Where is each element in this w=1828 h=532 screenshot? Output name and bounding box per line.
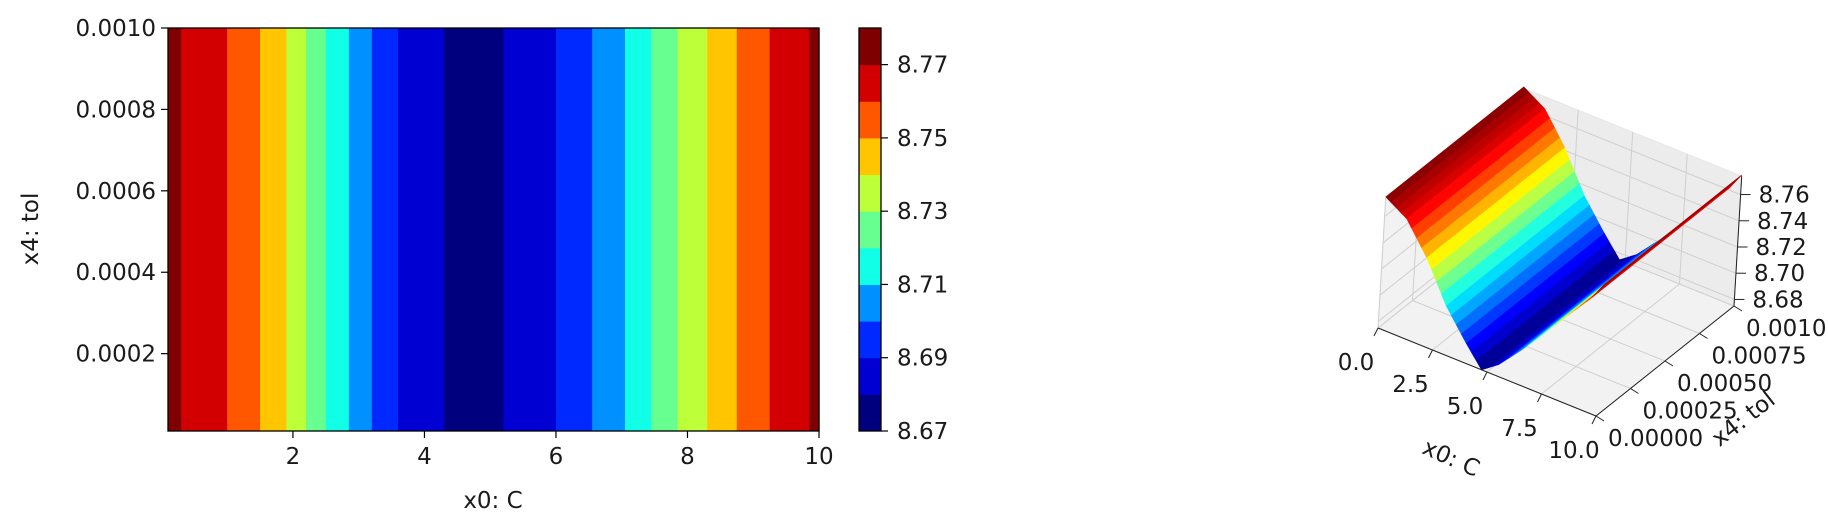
surface-axes: 0.02.55.07.510.0 0.000000.000250.000500.0… <box>1338 176 1828 464</box>
contour-band-8 <box>371 28 399 431</box>
surface-panel: 0.02.55.07.510.0 0.000000.000250.000500.0… <box>1338 86 1828 483</box>
contour-y-ticks: 0.0002 0.0004 0.0006 0.0008 0.0010 <box>76 16 168 368</box>
contour-panel: 2 4 6 8 10 0.0002 0.0004 0.0006 0.0008 0.0010 x0… <box>18 16 834 514</box>
contour-band-3 <box>260 28 287 431</box>
colorbar-cell-4 <box>859 247 881 285</box>
surface-y-tick-mark-4 <box>1733 305 1743 312</box>
surface-x-tick-mark-1 <box>1428 349 1433 359</box>
contour-band-1 <box>181 28 228 431</box>
surface-y-tick-label-2: 0.00050 <box>1677 371 1772 397</box>
contour-band-16 <box>677 28 708 431</box>
surface-y-tick-label-4: 0.00100 <box>1746 316 1828 342</box>
colorbar-cell-1 <box>859 357 881 395</box>
surface-z-tick-label-4: 8.76 <box>1759 183 1810 209</box>
surface-z-tick-label-2: 8.72 <box>1756 235 1807 261</box>
contour-band-14 <box>625 28 652 431</box>
contour-band-12 <box>555 28 593 431</box>
surface-z-tick-label-3: 8.74 <box>1757 209 1808 235</box>
contour-band-19 <box>769 28 810 431</box>
surface-z-tick-label-1: 8.70 <box>1754 261 1805 287</box>
contour-band-13 <box>592 28 626 431</box>
surface-y-tick-label-0: 0.00000 <box>1608 426 1703 452</box>
contour-y-tick-label-0: 0.0002 <box>76 342 156 368</box>
surface-x-tick-mark-0 <box>1373 327 1379 337</box>
surface-x-tick-mark-3 <box>1537 393 1542 403</box>
colorbar-tick-label-2: 8.71 <box>897 272 948 298</box>
surface-y-tick-mark-1 <box>1630 388 1639 394</box>
contour-y-tick-label-2: 0.0006 <box>76 179 156 205</box>
surface-y-tick-mark-3 <box>1699 333 1708 339</box>
contour-y-axis-label: x4: tol <box>18 193 44 266</box>
contour-band-11 <box>503 28 557 431</box>
contour-x-tick-label-4: 10 <box>804 444 833 470</box>
surface-x-tick-mark-2 <box>1482 371 1488 381</box>
surface-y-tick-label-1: 0.00025 <box>1643 399 1738 425</box>
surface-x-tick-label-1: 2.5 <box>1392 372 1429 398</box>
contour-band-15 <box>651 28 679 431</box>
colorbar-ticks: 8.67 8.69 8.71 8.73 8.75 8.77 <box>881 53 948 445</box>
contour-band-2 <box>227 28 261 431</box>
contour-band-4 <box>286 28 307 431</box>
contour-band-5 <box>306 28 327 431</box>
colorbar-cell-3 <box>859 284 881 322</box>
colorbar-cell-2 <box>859 321 881 359</box>
contour-bands <box>168 28 820 431</box>
surface-z-tick-label-0: 8.68 <box>1752 287 1803 313</box>
surface-x-axis-label: x0: C <box>1418 435 1483 483</box>
contour-band-17 <box>707 28 738 431</box>
contour-band-6 <box>325 28 350 431</box>
colorbar-tick-label-0: 8.67 <box>897 419 948 445</box>
contour-band-0 <box>168 28 182 431</box>
contour-band-10 <box>444 28 504 431</box>
contour-axes-frame <box>167 27 820 432</box>
contour-x-tick-label-3: 8 <box>680 444 695 470</box>
contour-band-7 <box>348 28 373 431</box>
contour-x-tick-label-2: 6 <box>549 444 564 470</box>
colorbar-cell-7 <box>859 137 881 176</box>
colorbar: 8.67 8.69 8.71 8.73 8.75 8.77 <box>858 27 948 445</box>
contour-y-tick-label-1: 0.0004 <box>76 260 156 286</box>
contour-x-axis-label: x0: C <box>463 488 522 514</box>
contour-band-9 <box>398 28 445 431</box>
surface-x-tick-mark-4 <box>1591 415 1597 425</box>
contour-y-tick-label-3: 0.0008 <box>76 97 156 123</box>
colorbar-cell-9 <box>859 64 881 102</box>
colorbar-tick-label-4: 8.75 <box>897 126 948 152</box>
colorbar-cell-0 <box>859 394 881 432</box>
contour-x-tick-label-1: 4 <box>417 444 432 470</box>
surface-y-tick-mark-0 <box>1595 415 1605 422</box>
colorbar-cell-5 <box>859 211 881 249</box>
colorbar-tick-label-5: 8.77 <box>897 53 948 79</box>
surface-mesh <box>1385 86 1743 371</box>
contour-band-20 <box>809 28 820 431</box>
surface-face-0-39 <box>1597 270 1622 292</box>
colorbar-tick-label-3: 8.73 <box>897 199 948 225</box>
surface-x-tick-label-2: 5.0 <box>1447 394 1484 420</box>
contour-x-tick-label-0: 2 <box>286 444 301 470</box>
colorbar-frame <box>858 27 882 432</box>
colorbar-tick-label-1: 8.69 <box>897 346 948 372</box>
contour-x-ticks: 2 4 6 8 10 <box>286 431 834 470</box>
colorbar-cell-8 <box>859 101 881 139</box>
contour-y-tick-label-4: 0.0010 <box>76 16 156 42</box>
surface-y-tick-mark-2 <box>1664 360 1674 367</box>
surface-z-axis-line <box>1733 176 1743 307</box>
surface-x-tick-label-0: 0.0 <box>1338 350 1375 376</box>
colorbar-cell-10 <box>859 28 881 66</box>
surface-y-tick-label-3: 0.00075 <box>1712 344 1807 370</box>
surface-x-tick-label-3: 7.5 <box>1501 416 1538 442</box>
contour-band-18 <box>736 28 771 431</box>
colorbar-cell-6 <box>859 174 881 212</box>
colorbar-cells <box>859 28 881 432</box>
surface-x-tick-label-4: 10.0 <box>1548 438 1599 464</box>
